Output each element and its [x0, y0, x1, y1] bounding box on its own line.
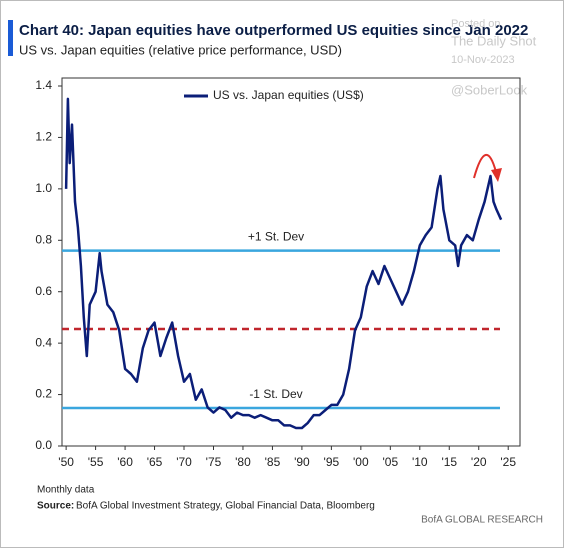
y-tick-label: 1.2 — [35, 130, 52, 144]
x-tick-label: '80 — [235, 455, 251, 469]
x-tick-label: '55 — [88, 455, 104, 469]
x-tick-label: '15 — [441, 455, 457, 469]
branding: BofA GLOBAL RESEARCH — [421, 515, 543, 526]
x-tick-label: '10 — [412, 455, 428, 469]
x-tick-label: '20 — [471, 455, 487, 469]
x-tick-label: '95 — [324, 455, 340, 469]
title-bar — [8, 20, 13, 56]
x-tick-label: '70 — [176, 455, 192, 469]
watermark: The Daily Shot — [451, 33, 537, 48]
x-tick-label: '50 — [58, 455, 74, 469]
reference-label: +1 St. Dev — [248, 230, 304, 244]
y-tick-label: 1.0 — [35, 181, 52, 195]
x-tick-label: '75 — [206, 455, 222, 469]
chart-subtitle: US vs. Japan equities (relative price pe… — [19, 42, 342, 57]
y-tick-label: 0.4 — [35, 335, 52, 349]
reference-label: -1 St. Dev — [249, 387, 302, 401]
y-tick-label: 0.2 — [35, 387, 52, 401]
x-tick-label: '90 — [294, 455, 310, 469]
x-tick-label: '60 — [117, 455, 133, 469]
y-tick-label: 1.4 — [35, 78, 52, 92]
x-tick-label: '65 — [147, 455, 163, 469]
y-tick-label: 0.8 — [35, 232, 52, 246]
source-label: Source: — [37, 501, 74, 512]
data-line — [64, 97, 503, 430]
y-tick-label: 0.6 — [35, 284, 52, 298]
chart-title: Chart 40: Japan equities have outperform… — [19, 22, 528, 39]
annotation-arrow — [473, 154, 497, 179]
annotation-arrowhead — [491, 168, 502, 182]
y-tick-label: 0.0 — [35, 438, 52, 452]
x-tick-label: '00 — [353, 455, 369, 469]
legend-label: US vs. Japan equities (US$) — [213, 88, 364, 102]
x-tick-label: '05 — [383, 455, 399, 469]
x-tick-label: '25 — [500, 455, 516, 469]
plot-frame — [61, 77, 521, 447]
note: Monthly data — [37, 485, 95, 496]
watermark: @SoberLook — [451, 82, 528, 97]
watermark: Posted on — [451, 18, 501, 30]
x-tick-label: '85 — [265, 455, 281, 469]
source: BofA Global Investment Strategy, Global … — [76, 501, 375, 512]
watermark: 10-Nov-2023 — [451, 54, 515, 66]
